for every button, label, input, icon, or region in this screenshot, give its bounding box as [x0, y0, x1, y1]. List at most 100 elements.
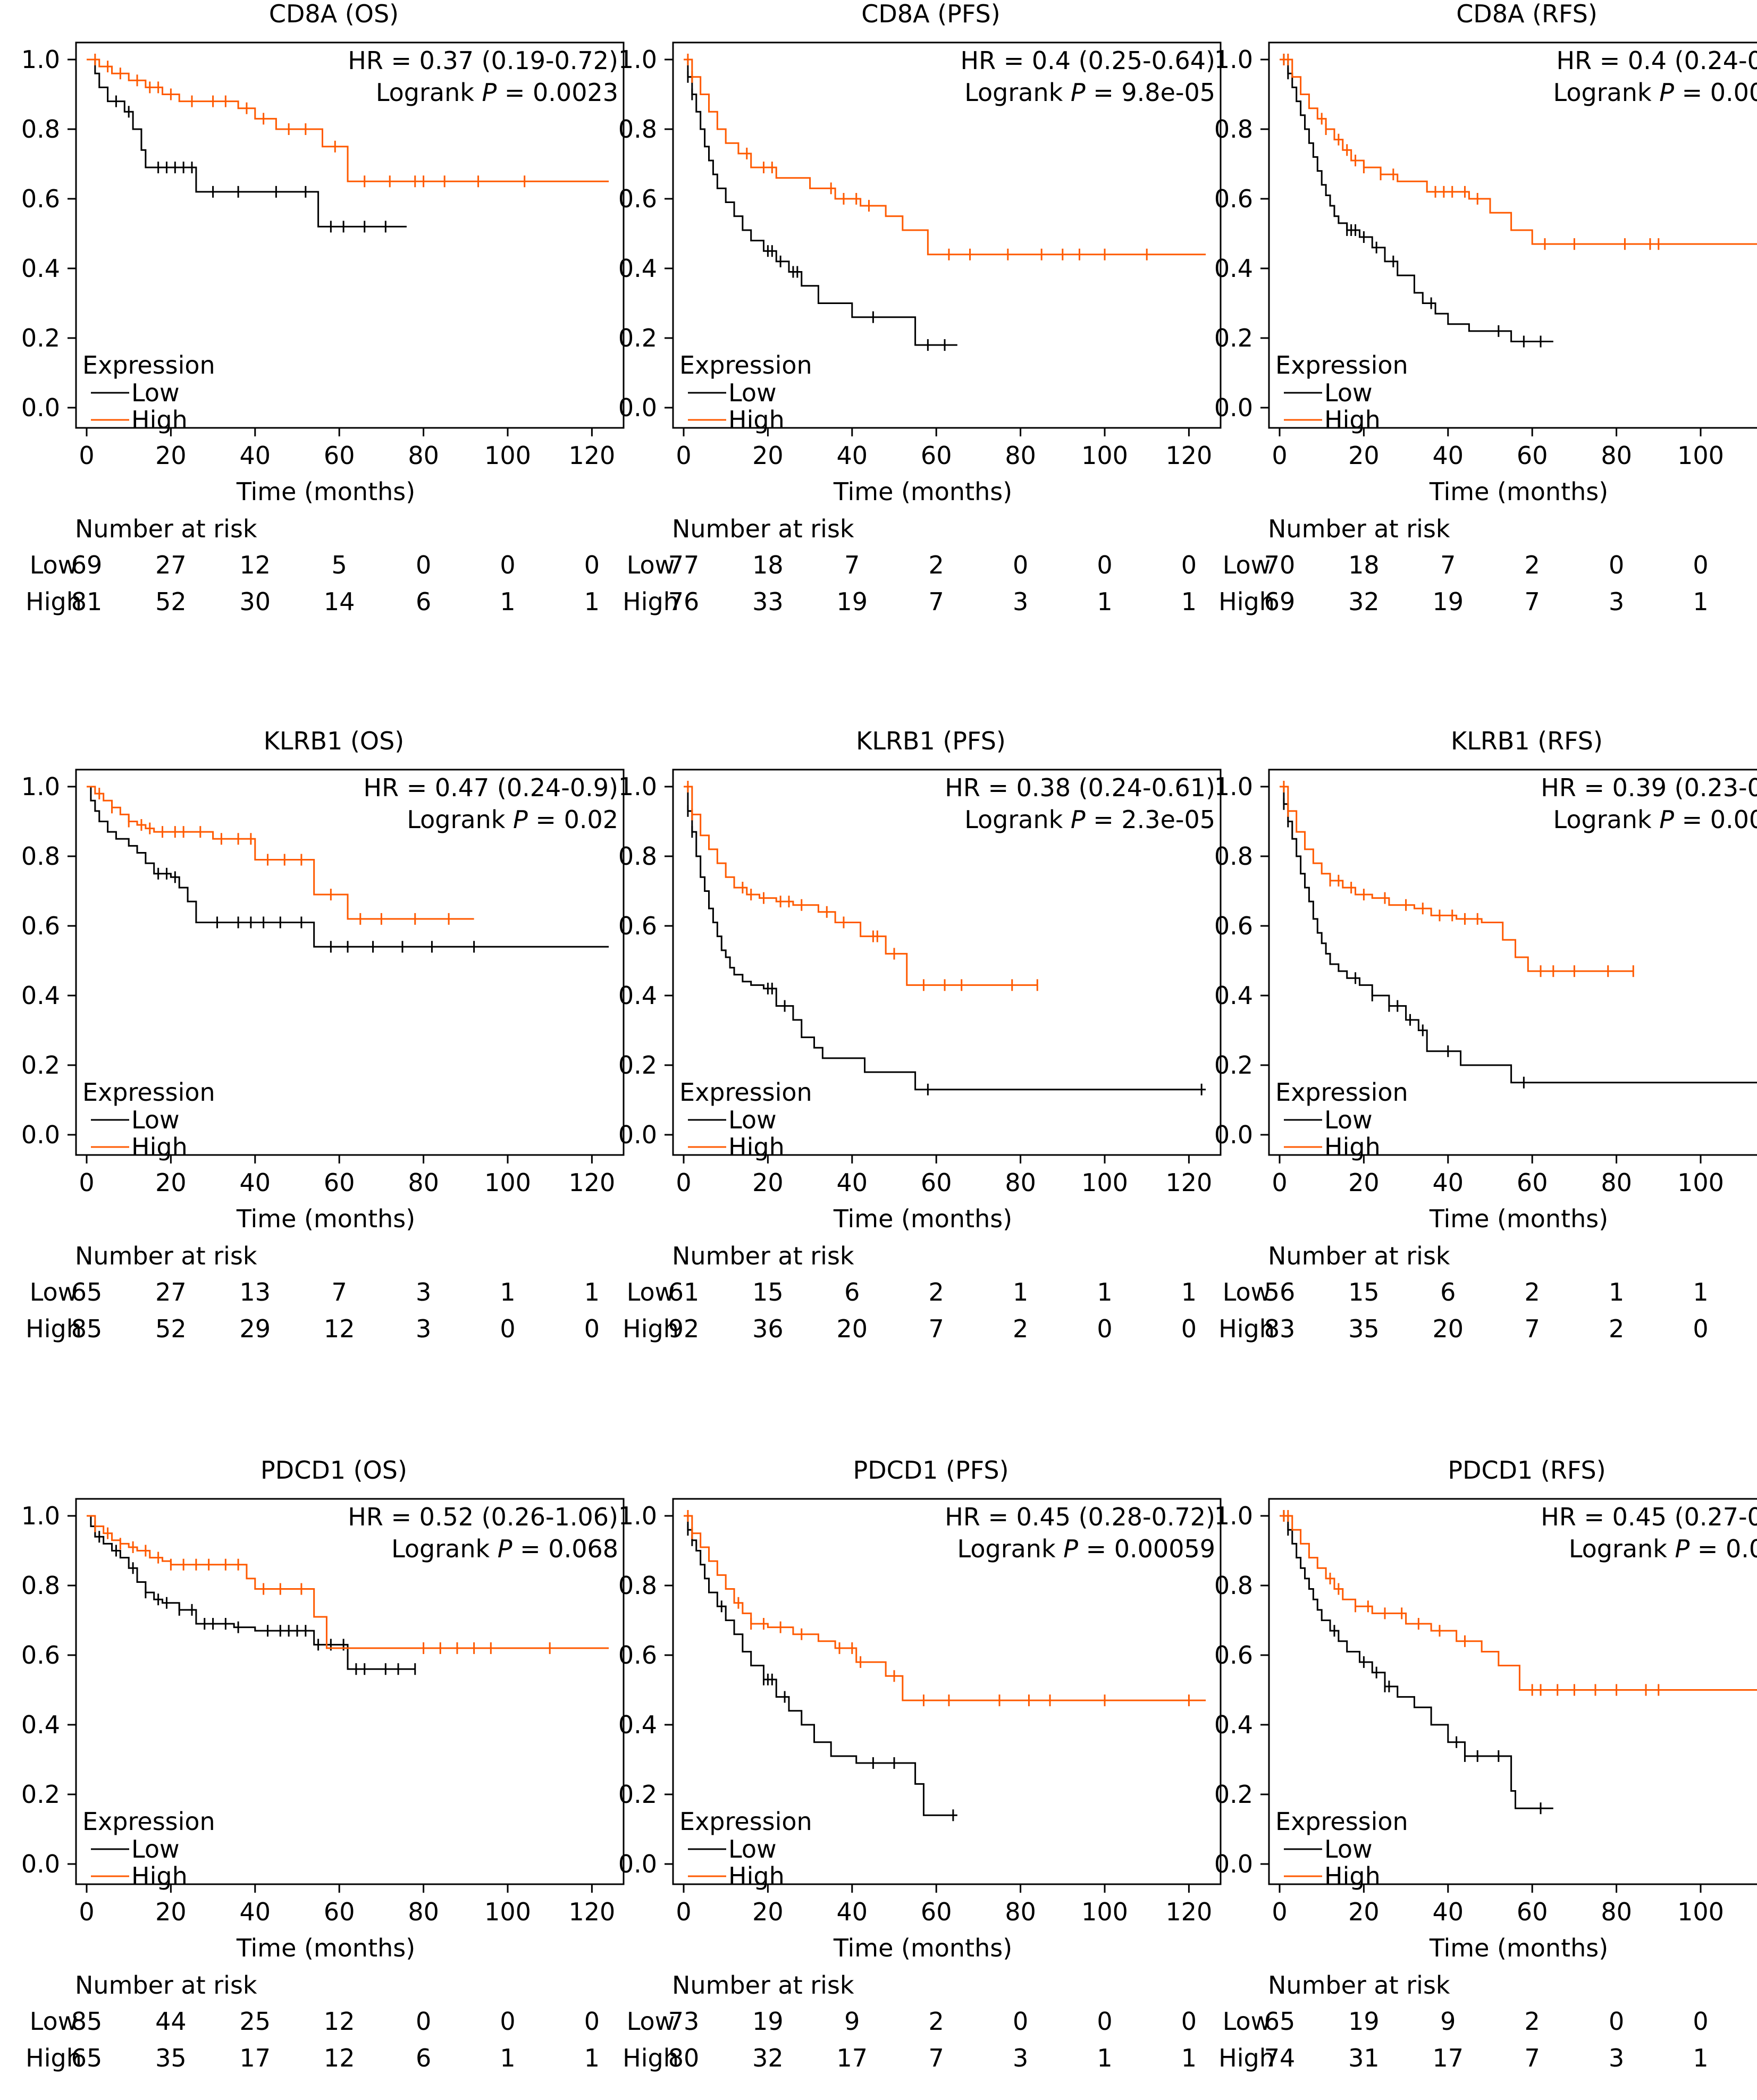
legend-title: Expression — [1275, 1807, 1408, 1836]
risk-value-low: 3 — [416, 1278, 431, 1306]
panel-title: CD8A (PFS) — [861, 0, 1000, 28]
risk-value-low: 1 — [1609, 1278, 1624, 1306]
risk-value-low: 65 — [71, 1278, 103, 1306]
y-tick-label: 0.0 — [21, 1120, 60, 1149]
y-tick-label: 0.8 — [21, 115, 60, 144]
risk-value-low: 0 — [1693, 551, 1708, 579]
risk-row-label-high: High — [26, 1314, 82, 1343]
risk-value-high: 1 — [1693, 2044, 1708, 2072]
risk-table-title: Number at risk — [672, 1242, 854, 1270]
y-tick-label: 0.0 — [1214, 1850, 1253, 1878]
risk-value-low: 2 — [1525, 1278, 1540, 1306]
x-tick-label: 0 — [676, 441, 691, 470]
risk-value-high: 1 — [1181, 2044, 1197, 2072]
y-tick-label: 0.0 — [618, 393, 657, 422]
y-tick-label: 0.4 — [1214, 254, 1253, 283]
y-tick-label: 0.4 — [618, 981, 657, 1010]
risk-value-high: 20 — [1433, 1314, 1464, 1343]
x-tick-label: 120 — [1165, 441, 1212, 470]
risk-table-title: Number at risk — [672, 1971, 854, 2000]
risk-value-high: 76 — [668, 587, 700, 616]
x-tick-label: 80 — [1601, 1897, 1632, 1926]
x-tick-label: 0 — [79, 1168, 94, 1197]
risk-row-label-high: High — [26, 587, 82, 616]
x-tick-label: 20 — [1348, 441, 1380, 470]
panel-title: CD8A (OS) — [269, 0, 399, 28]
y-tick-label: 0.2 — [21, 1780, 60, 1809]
risk-value-high: 31 — [1348, 2044, 1380, 2072]
risk-row-label-high: High — [1218, 2044, 1275, 2072]
risk-value-high: 7 — [929, 2044, 944, 2072]
risk-value-high: 12 — [324, 2044, 355, 2072]
y-tick-label: 0.4 — [21, 981, 60, 1010]
risk-value-low: 73 — [668, 2007, 700, 2036]
y-tick-label: 0.4 — [618, 1710, 657, 1739]
y-tick-label: 0.6 — [618, 184, 657, 213]
y-tick-label: 1.0 — [618, 45, 657, 74]
x-tick-label: 20 — [752, 1897, 784, 1926]
risk-value-high: 52 — [155, 587, 187, 616]
x-tick-label: 20 — [1348, 1168, 1380, 1197]
x-tick-label: 40 — [1433, 1897, 1464, 1926]
x-tick-label: 60 — [1517, 1168, 1548, 1197]
risk-value-high: 7 — [1525, 1314, 1540, 1343]
survival-curve-low — [684, 58, 957, 346]
risk-value-low: 2 — [1525, 2007, 1540, 2036]
risk-value-high: 7 — [1525, 587, 1540, 616]
risk-value-high: 0 — [1097, 1314, 1112, 1343]
risk-value-high: 32 — [752, 2044, 784, 2072]
survival-curve-low — [1280, 58, 1553, 343]
x-tick-label: 40 — [1433, 441, 1464, 470]
risk-value-high: 36 — [752, 1314, 784, 1343]
risk-value-high: 20 — [837, 1314, 868, 1343]
risk-value-low: 15 — [752, 1278, 784, 1306]
plot-frame — [672, 769, 1222, 1156]
y-tick-label: 0.0 — [21, 393, 60, 422]
hazard-ratio: HR = 0.37 (0.19-0.72) — [348, 46, 618, 75]
x-tick-label: 100 — [1677, 1168, 1724, 1197]
y-tick-label: 0.4 — [21, 254, 60, 283]
legend-label-low: Low — [131, 1106, 180, 1134]
hazard-ratio: HR = 0.4 (0.24-0.67) — [1557, 46, 1757, 75]
panel-title: KLRB1 (PFS) — [856, 727, 1006, 755]
hazard-ratio: HR = 0.52 (0.26-1.06) — [348, 1503, 618, 1531]
x-tick-label: 60 — [921, 1168, 952, 1197]
survival-curve-high — [1280, 786, 1634, 972]
legend-title: Expression — [679, 1807, 812, 1836]
legend-label-high: High — [728, 1862, 785, 1891]
risk-value-low: 85 — [71, 2007, 103, 2036]
survival-curve-high — [87, 58, 609, 182]
risk-value-low: 27 — [155, 1278, 187, 1306]
hazard-ratio: HR = 0.4 (0.25-0.64) — [961, 46, 1215, 75]
risk-value-high: 81 — [71, 587, 103, 616]
risk-value-high: 35 — [1348, 1314, 1380, 1343]
x-tick-label: 80 — [1005, 441, 1036, 470]
x-tick-label: 60 — [1517, 441, 1548, 470]
x-tick-label: 120 — [568, 1897, 615, 1926]
x-axis-label: Time (months) — [1429, 1204, 1608, 1233]
risk-value-low: 0 — [1013, 551, 1028, 579]
risk-value-low: 6 — [844, 1278, 860, 1306]
risk-value-low: 0 — [584, 2007, 600, 2036]
risk-value-low: 0 — [1693, 2007, 1708, 2036]
y-tick-label: 1.0 — [618, 1502, 657, 1530]
risk-value-high: 74 — [1264, 2044, 1296, 2072]
logrank-p: Logrank P = 0.02 — [407, 805, 618, 834]
risk-value-high: 7 — [1525, 2044, 1540, 2072]
risk-value-high: 0 — [1693, 1314, 1708, 1343]
x-tick-label: 40 — [1433, 1168, 1464, 1197]
risk-table-title: Number at risk — [1268, 515, 1450, 543]
y-tick-label: 0.4 — [1214, 981, 1253, 1010]
x-tick-label: 0 — [676, 1897, 691, 1926]
risk-value-high: 12 — [324, 1314, 355, 1343]
km-panel: CD8A (OS)0.00.20.40.60.81.00 20 40 60 80 100 1… — [21, 0, 625, 616]
risk-value-low: 2 — [929, 1278, 944, 1306]
risk-value-high: 1 — [500, 587, 515, 616]
x-axis-label: Time (months) — [236, 1934, 415, 1962]
y-tick-label: 0.8 — [1214, 842, 1253, 871]
risk-value-low: 65 — [1264, 2007, 1296, 2036]
risk-value-low: 19 — [1348, 2007, 1380, 2036]
x-tick-label: 20 — [155, 1897, 187, 1926]
legend-label-low: Low — [1324, 378, 1373, 407]
